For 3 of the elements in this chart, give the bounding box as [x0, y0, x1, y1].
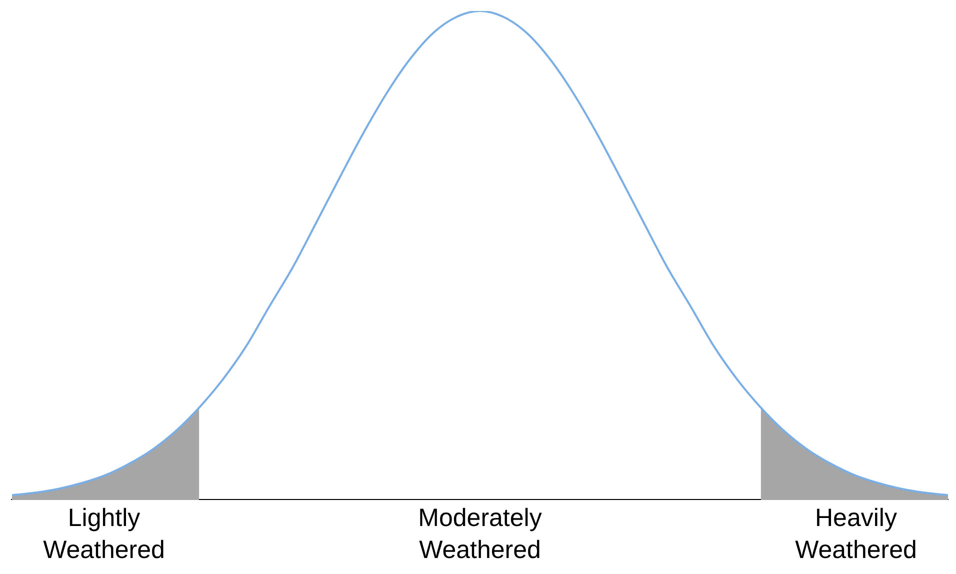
text: Lightly Weathered	[42, 503, 166, 566]
text: Moderately Weathered	[417, 503, 543, 566]
text: Heavily Weathered	[794, 503, 918, 566]
